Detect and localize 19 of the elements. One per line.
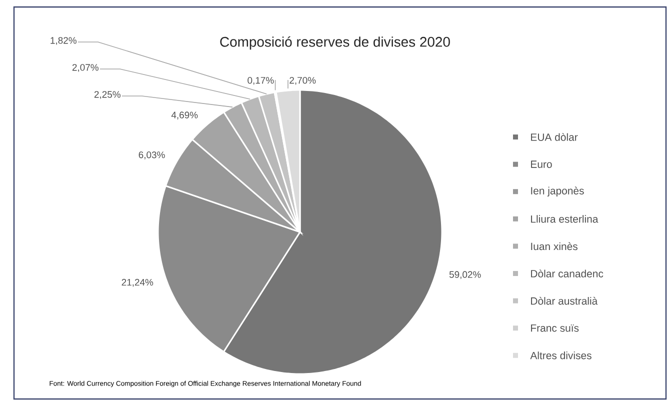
data-label: 6,03% (138, 152, 165, 160)
chart-title: Composició reserves de divises 2020 (220, 36, 450, 50)
data-label: 1,82% (50, 37, 76, 45)
legend-label: Dòlar canadenc (531, 270, 604, 278)
data-label: 21,24% (122, 278, 154, 287)
data-label: 2,07% (72, 64, 98, 72)
legend-label: Dòlar australià (531, 296, 598, 305)
data-label: 2,70% (290, 76, 316, 85)
data-label: 2,25% (94, 91, 120, 99)
legend-label: Iuan xinès (531, 242, 578, 250)
data-label: 0,17% (248, 76, 274, 85)
legend-label: Lliura esterlina (531, 215, 598, 223)
legend-label: EUA dòlar (531, 133, 578, 141)
legend-label: Euro (531, 160, 552, 168)
data-label: 4,69% (171, 112, 198, 120)
legend-label: Altres divises (530, 352, 592, 360)
data-label: 59,02% (449, 271, 481, 279)
legend-label: Ien japonès (531, 186, 584, 197)
legend-label: Franc suïs (531, 324, 579, 332)
